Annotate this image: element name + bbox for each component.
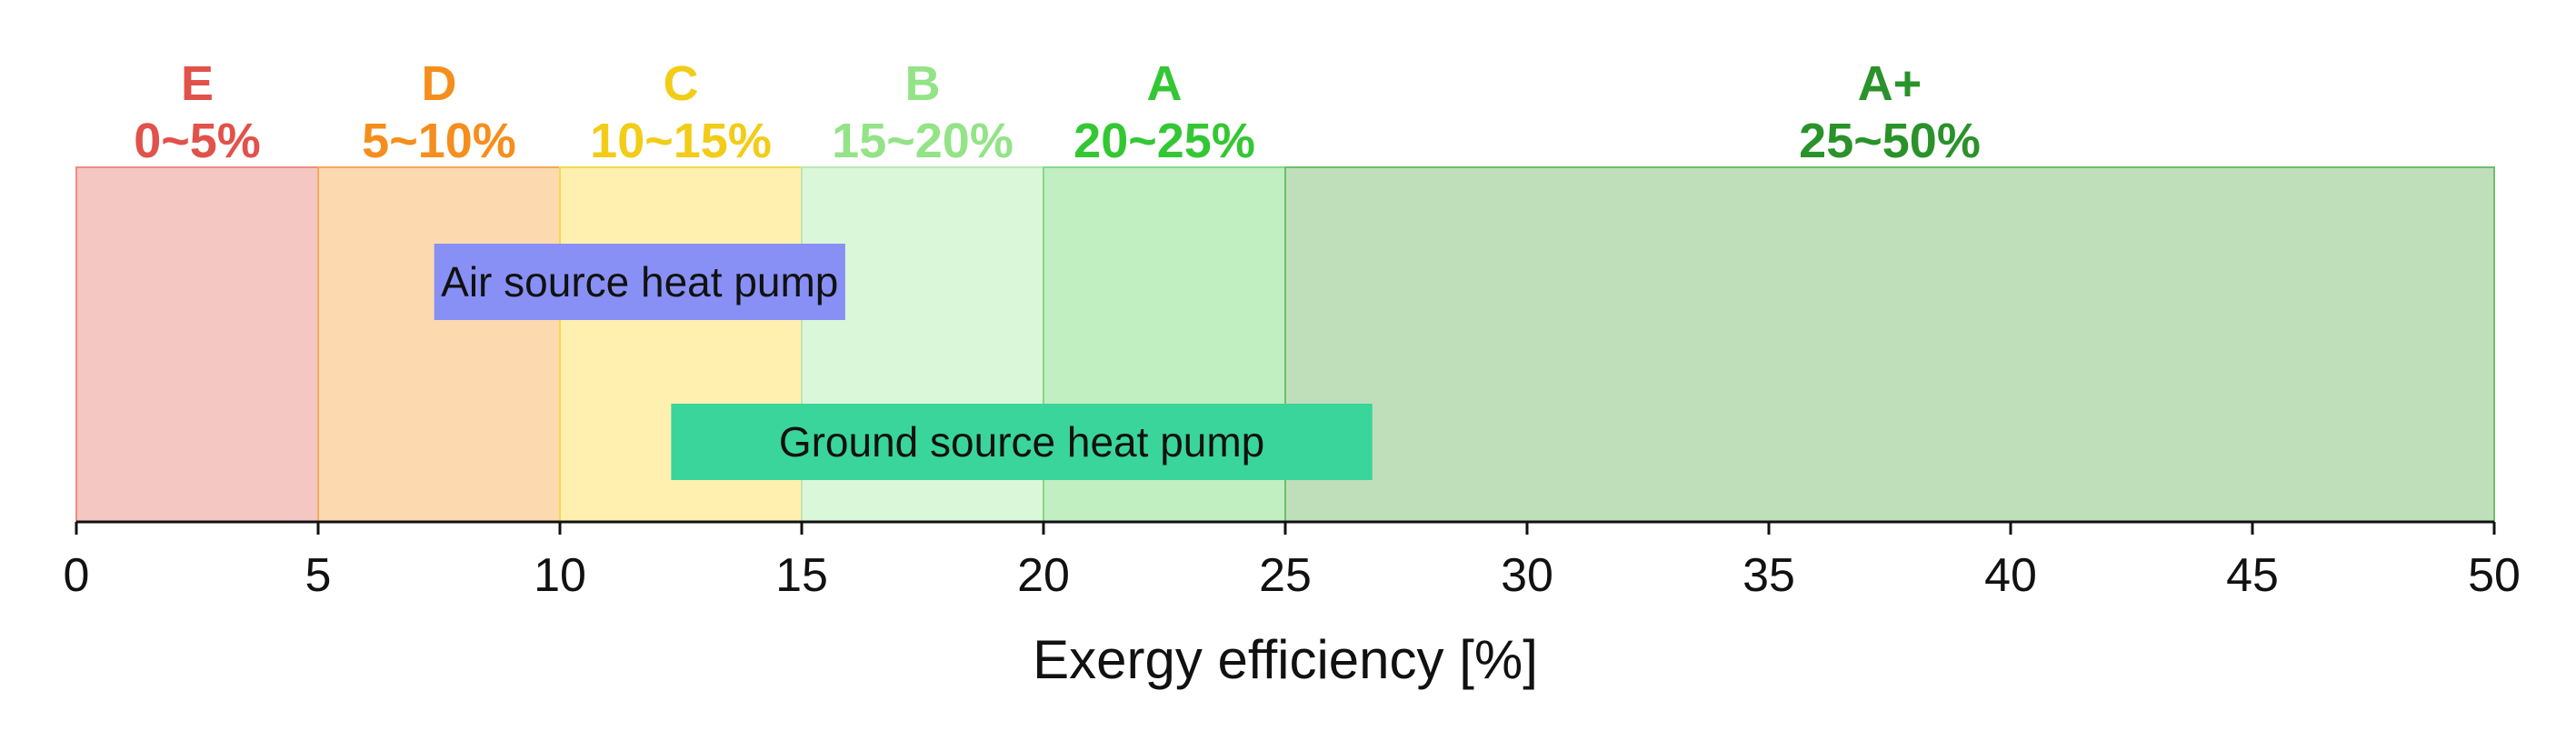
x-tick-label-20: 20	[1017, 549, 1070, 602]
air-source-heat-pump-bar	[434, 244, 845, 320]
zone-b-range-label: 15~20%	[832, 114, 1013, 168]
zone-a-grade-label: A	[1147, 56, 1183, 111]
technology-bars: Air source heat pump Ground source heat p…	[434, 244, 1373, 480]
zone-d-range-label: 5~10%	[362, 114, 516, 168]
x-tick-label-35: 35	[1742, 549, 1795, 602]
x-tick-label-5: 5	[305, 549, 332, 602]
x-tick-label-40: 40	[1984, 549, 2037, 602]
zone-e-band	[75, 166, 319, 523]
zone-e-range-label: 0~5%	[134, 114, 261, 168]
zone-a-plus-range-label: 25~50%	[1799, 114, 1981, 168]
x-axis-ticks: 0 5 10 15 20 25 30 35 40 45 50	[64, 522, 2521, 602]
x-axis-title: Exergy efficiency [%]	[1033, 629, 1538, 690]
x-tick-label-30: 30	[1501, 549, 1553, 602]
x-tick-label-50: 50	[2468, 549, 2521, 602]
zone-d-grade-label: D	[422, 56, 457, 111]
x-tick-label-45: 45	[2226, 549, 2279, 602]
zone-labels: E0~5% D5~10% C10~15% B15~20% A20~25% A+25~50%	[134, 56, 1981, 168]
air-source-heat-pump-label: Air source heat pump	[441, 258, 838, 305]
x-tick-label-10: 10	[534, 549, 586, 602]
x-tick-label-15: 15	[775, 549, 828, 602]
x-tick-label-25: 25	[1259, 549, 1312, 602]
ground-source-heat-pump-label: Ground source heat pump	[779, 418, 1264, 466]
zone-d-band	[317, 166, 561, 523]
zone-b-grade-label: B	[905, 56, 941, 111]
zone-a-plus-band	[1284, 166, 2495, 523]
zone-e-grade-label: E	[181, 56, 214, 111]
ground-source-heat-pump-bar	[671, 404, 1373, 480]
zone-c-range-label: 10~15%	[590, 114, 772, 168]
zone-c-grade-label: C	[664, 56, 699, 111]
zone-a-plus-grade-label: A+	[1858, 56, 1922, 111]
x-tick-label-0: 0	[64, 549, 90, 602]
zone-a-range-label: 20~25%	[1073, 114, 1255, 168]
